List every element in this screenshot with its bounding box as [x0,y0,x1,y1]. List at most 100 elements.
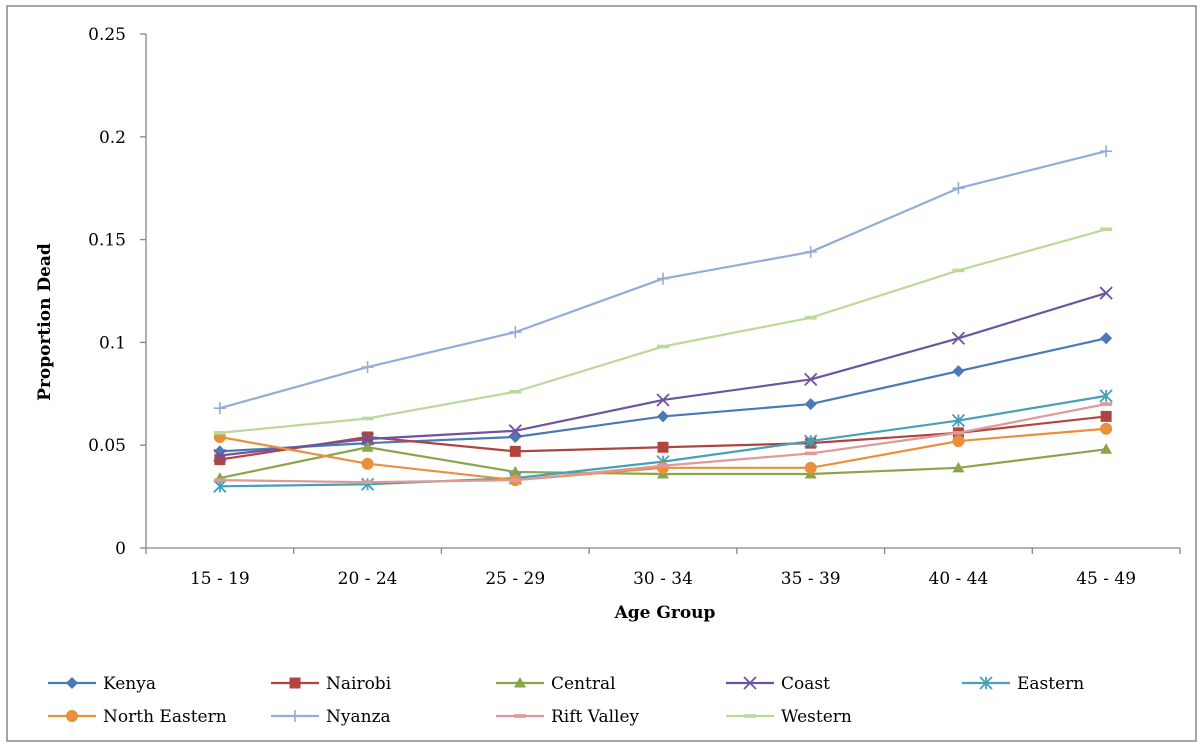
data-point [1100,145,1113,158]
data-point [657,344,669,349]
data-point [361,441,374,452]
data-point [509,326,522,339]
legend-item-nairobi: Nairobi [271,674,392,694]
data-point [1099,389,1113,403]
data-point [657,410,669,423]
data-point [514,677,526,688]
data-point [509,445,521,457]
series-rift-valley [213,402,1113,485]
data-point [213,431,226,435]
x-tick-label: 35 - 39 [781,569,841,589]
data-point [804,398,817,411]
legend-label: North Eastern [103,707,227,727]
data-point [289,677,301,689]
data-point [1100,332,1113,345]
data-point [361,480,374,485]
series-nyanza [213,145,1113,415]
y-tick-label: 0.2 [99,128,126,148]
data-point [657,441,669,453]
series-layer [213,145,1113,493]
legend: Kenya Nairobi Central Coast Eastern North Eas… [48,674,1084,727]
data-point [952,365,965,378]
data-point [213,478,226,482]
data-point [1100,443,1113,454]
data-point [361,361,374,374]
legend-item-north-eastern: North Eastern [48,707,227,727]
legend-item-rift-valley: Rift Valley [496,707,640,727]
data-point [213,448,227,463]
data-point [361,416,374,421]
data-point [213,479,227,493]
y-tick-label: 0.1 [99,333,126,353]
data-point [213,402,226,415]
data-point [979,676,993,690]
data-point [509,478,522,482]
series-western [213,227,1113,435]
legend-label: Nyanza [326,707,391,727]
x-axis-title: Age Group [614,603,716,623]
data-point [951,413,966,428]
y-tick-label: 0.25 [88,25,126,45]
data-point [951,331,966,345]
legend-label: Western [781,707,852,727]
data-point [952,435,965,448]
x-tick-label: 25 - 29 [485,569,545,589]
legend-label: Rift Valley [551,707,640,727]
series-coast [213,286,1113,463]
data-point [508,424,522,438]
y-tick-label: 0.05 [88,436,126,456]
data-point [1099,286,1113,300]
data-point [360,477,375,491]
axes: 0 0.05 0.1 0.15 0.2 0.25 15 - 19 20 - 24 25 - 29… [88,25,1181,589]
x-tick-label: 45 - 49 [1076,569,1136,589]
data-point [1100,410,1112,422]
data-point [657,463,669,468]
data-point [1100,422,1113,435]
y-tick-label: 0.15 [88,231,126,251]
data-point [360,432,375,446]
legend-item-coast: Coast [726,674,830,694]
legend-label: Nairobi [326,674,392,694]
data-point [656,393,670,407]
data-point [744,714,756,718]
data-point [66,710,78,722]
legend-label: Coast [781,674,830,694]
x-tick-label: 15 - 19 [190,569,250,589]
data-point [804,461,817,474]
data-point [289,710,301,722]
data-point [952,268,965,273]
data-point [657,272,669,285]
data-point [952,431,965,435]
data-point [1100,227,1113,232]
legend-item-western: Western [726,707,852,727]
data-point [804,451,817,456]
y-axis-title: Proportion Dead [35,243,55,401]
data-point [66,677,78,689]
data-point [1100,402,1113,406]
legend-item-kenya: Kenya [48,674,156,694]
x-tick-label: 40 - 44 [929,569,989,589]
data-point [514,714,526,718]
data-point [952,461,965,473]
y-tick-label: 0 [115,539,126,559]
legend-item-nyanza: Nyanza [271,707,391,727]
data-point [804,315,817,320]
legend-item-eastern: Eastern [962,674,1084,694]
data-point [804,372,818,387]
data-point [214,454,226,466]
x-tick-label: 20 - 24 [338,569,398,589]
data-point [362,431,374,443]
legend-item-central: Central [496,674,616,694]
legend-label: Eastern [1017,674,1084,694]
legend-label: Kenya [103,674,156,694]
data-point [743,676,757,690]
x-tick-label: 30 - 34 [633,569,693,589]
data-point [804,245,817,258]
data-point [952,182,965,195]
chart-frame [6,5,1197,742]
data-point [361,457,374,470]
data-point [509,465,522,477]
data-point [804,434,818,448]
